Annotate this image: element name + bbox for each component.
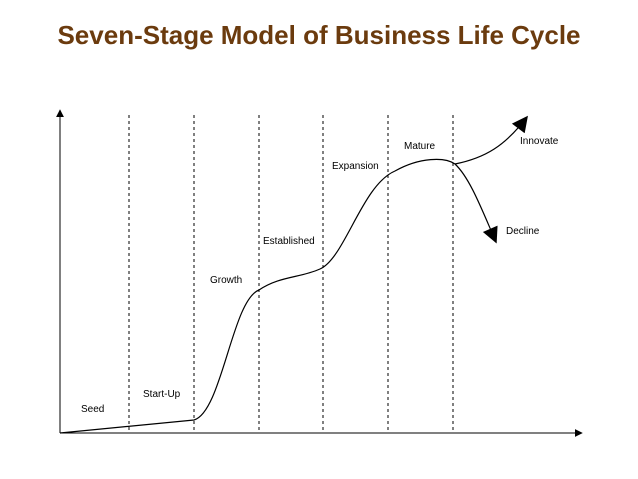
stage-label: Start-Up <box>143 389 181 400</box>
life-cycle-curve <box>59 158 456 434</box>
stage-label: Established <box>263 236 315 247</box>
branch-label: Innovate <box>520 136 559 147</box>
stage-dividers <box>128 115 454 433</box>
branch-label: Decline <box>506 226 540 237</box>
stage-label: Expansion <box>332 161 379 172</box>
stage-label: Mature <box>404 141 436 152</box>
stage-label: Seed <box>81 404 104 415</box>
axes <box>56 109 583 437</box>
stage-label: Growth <box>210 275 242 286</box>
decline-branch <box>454 163 498 244</box>
curve <box>59 115 528 434</box>
innovate-branch <box>454 115 528 165</box>
title: Seven-Stage Model of Business Life Cycle <box>57 20 580 50</box>
